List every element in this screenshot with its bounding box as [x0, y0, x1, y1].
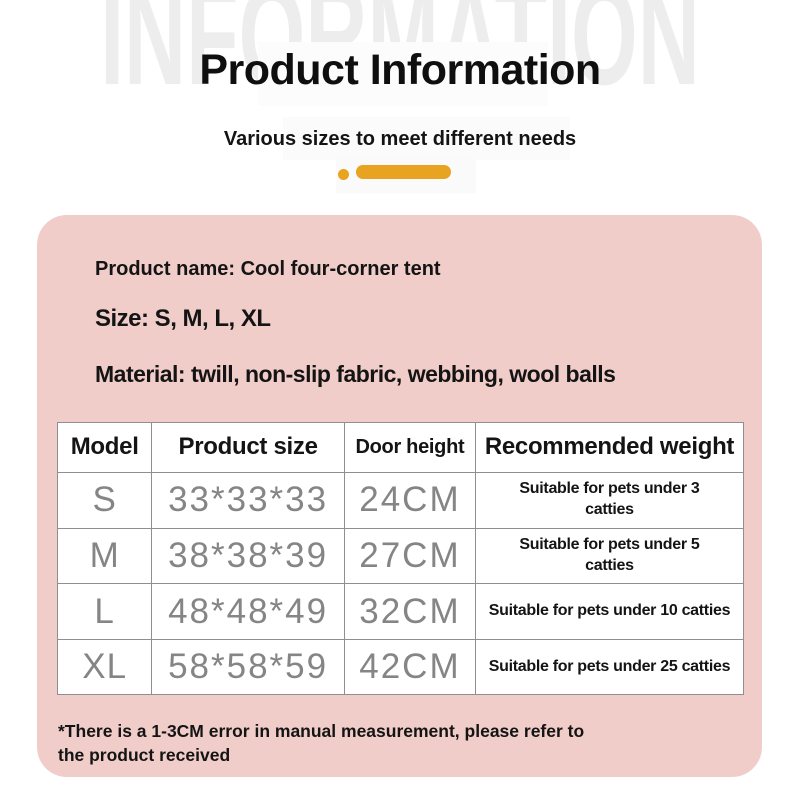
- table-cell-model-m: M: [58, 528, 152, 584]
- table-cell-weight-s: Suitable for pets under 3 catties: [475, 472, 743, 528]
- product-name-line: Product name: Cool four-corner tent: [95, 258, 441, 280]
- measurement-footnote: *There is a 1-3CM error in manual measur…: [58, 721, 585, 765]
- table-cell-door-m: 27CM: [344, 528, 475, 584]
- table-cell-size-m: 38*38*39: [152, 528, 344, 584]
- table-cell-size-s: 33*33*33: [152, 472, 344, 528]
- table-cell-size-xl: 58*58*59: [152, 640, 344, 694]
- table-header-door-height: Door height: [344, 423, 475, 472]
- table-cell-weight-l: Suitable for pets under 10 catties: [475, 584, 743, 640]
- table-header-model: Model: [58, 423, 152, 472]
- size-line: Size: S, M, L, XL: [95, 305, 271, 332]
- subtitle-backdrop: [283, 117, 570, 160]
- page-title: Product Information: [199, 46, 601, 94]
- info-card: Product name: Cool four-corner tent Size…: [37, 215, 762, 777]
- table-cell-size-l: 48*48*49: [152, 584, 344, 640]
- table-cell-door-l: 32CM: [344, 584, 475, 640]
- table-cell-weight-xl: Suitable for pets under 25 catties: [475, 640, 743, 694]
- size-table: Model Product size Door height Recommend…: [57, 422, 744, 695]
- table-cell-model-l: L: [58, 584, 152, 640]
- table-cell-weight-m: Suitable for pets under 5 catties: [475, 528, 743, 584]
- table-header-product-size: Product size: [152, 423, 344, 472]
- table-cell-model-xl: XL: [58, 640, 152, 694]
- table-cell-door-xl: 42CM: [344, 640, 475, 694]
- table-header-recommended-weight: Recommended weight: [475, 423, 743, 472]
- divider-bar: [356, 165, 451, 179]
- page-subtitle: Various sizes to meet different needs: [223, 128, 577, 150]
- divider-dot: [338, 169, 349, 180]
- title-backdrop: [258, 42, 548, 106]
- table-cell-door-s: 24CM: [344, 472, 475, 528]
- table-cell-model-s: S: [58, 472, 152, 528]
- material-line: Material: twill, non-slip fabric, webbin…: [95, 361, 616, 387]
